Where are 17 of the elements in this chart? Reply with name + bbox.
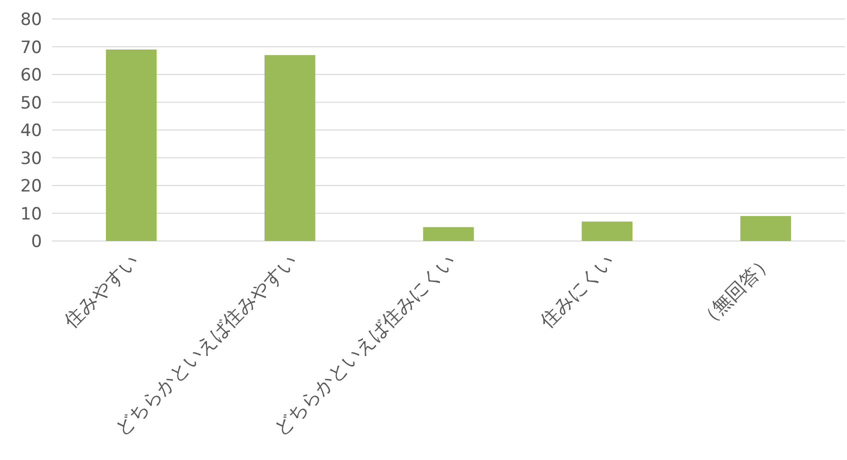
x-tick-label: 住みにくい <box>535 250 619 334</box>
y-tick-label: 0 <box>31 232 42 252</box>
y-tick-label: 70 <box>20 38 42 58</box>
y-tick-label: 50 <box>20 93 42 114</box>
y-tick-label: 10 <box>20 204 42 224</box>
bar <box>582 222 632 241</box>
y-tick-label: 60 <box>20 66 42 86</box>
y-tick-label: 20 <box>20 176 42 196</box>
bar <box>740 216 792 241</box>
bar <box>264 55 316 241</box>
y-tick-label: 40 <box>20 121 42 141</box>
bar <box>106 50 157 241</box>
y-tick-label: 30 <box>20 148 42 169</box>
y-tick-label: 80 <box>20 10 42 30</box>
bar <box>423 227 474 241</box>
x-tick-label: 住みやすい <box>59 250 143 334</box>
x-tick-label: （無回答） <box>694 250 778 333</box>
